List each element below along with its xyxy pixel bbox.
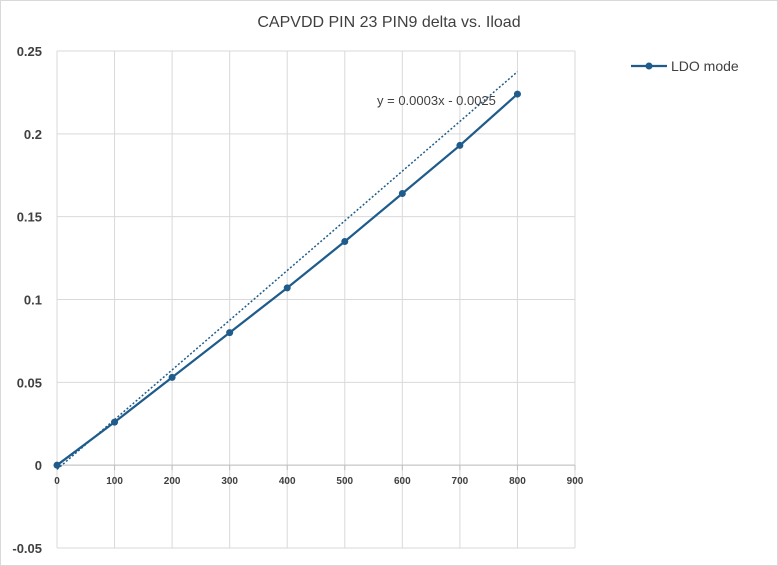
data-point[interactable] [111, 418, 119, 426]
y-tick-label: 0.25 [17, 44, 42, 59]
x-tick-label: 400 [279, 476, 296, 487]
y-tick-label: 0.2 [24, 127, 42, 142]
y-tick-label: 0.15 [17, 210, 42, 225]
legend[interactable]: LDO mode [631, 58, 739, 74]
data-point[interactable] [456, 141, 464, 149]
x-tick-label: 100 [106, 476, 123, 487]
x-tick-label: 600 [394, 476, 411, 487]
data-point[interactable] [168, 373, 176, 381]
x-tick-label: 500 [336, 476, 353, 487]
data-point[interactable] [283, 284, 291, 292]
data-point[interactable] [53, 461, 61, 469]
y-tick-label: 0.1 [24, 293, 42, 308]
legend-label-ldo-mode: LDO mode [671, 58, 739, 74]
y-tick-label: 0.05 [17, 375, 42, 390]
y-tick-label: -0.05 [12, 541, 42, 556]
x-tick-label: 300 [221, 476, 238, 487]
x-tick-label: 700 [452, 476, 469, 487]
chart-title: CAPVDD PIN 23 PIN9 delta vs. Iload [257, 14, 520, 31]
trendline [56, 71, 518, 470]
x-tick-label: 900 [567, 476, 584, 487]
legend-point-marker [645, 62, 653, 70]
x-tick-label: 0 [54, 476, 60, 487]
x-tick-label: 800 [509, 476, 526, 487]
trendline-group [56, 71, 518, 470]
series-group [53, 90, 521, 469]
data-point[interactable] [226, 329, 234, 337]
gridlines [56, 50, 576, 549]
y-tick-label: 0 [35, 458, 42, 473]
data-point[interactable] [513, 90, 521, 98]
y-axis-ticks: -0.05 0 0.05 0.1 0.15 0.2 0.25 [12, 44, 42, 556]
data-point[interactable] [398, 189, 406, 197]
data-point[interactable] [341, 238, 349, 246]
x-tick-label: 200 [164, 476, 181, 487]
x-axis-ticks: 0 100 200 300 400 500 600 700 800 900 [54, 476, 584, 487]
trendline-equation: y = 0.0003x - 0.0025 [377, 93, 496, 108]
